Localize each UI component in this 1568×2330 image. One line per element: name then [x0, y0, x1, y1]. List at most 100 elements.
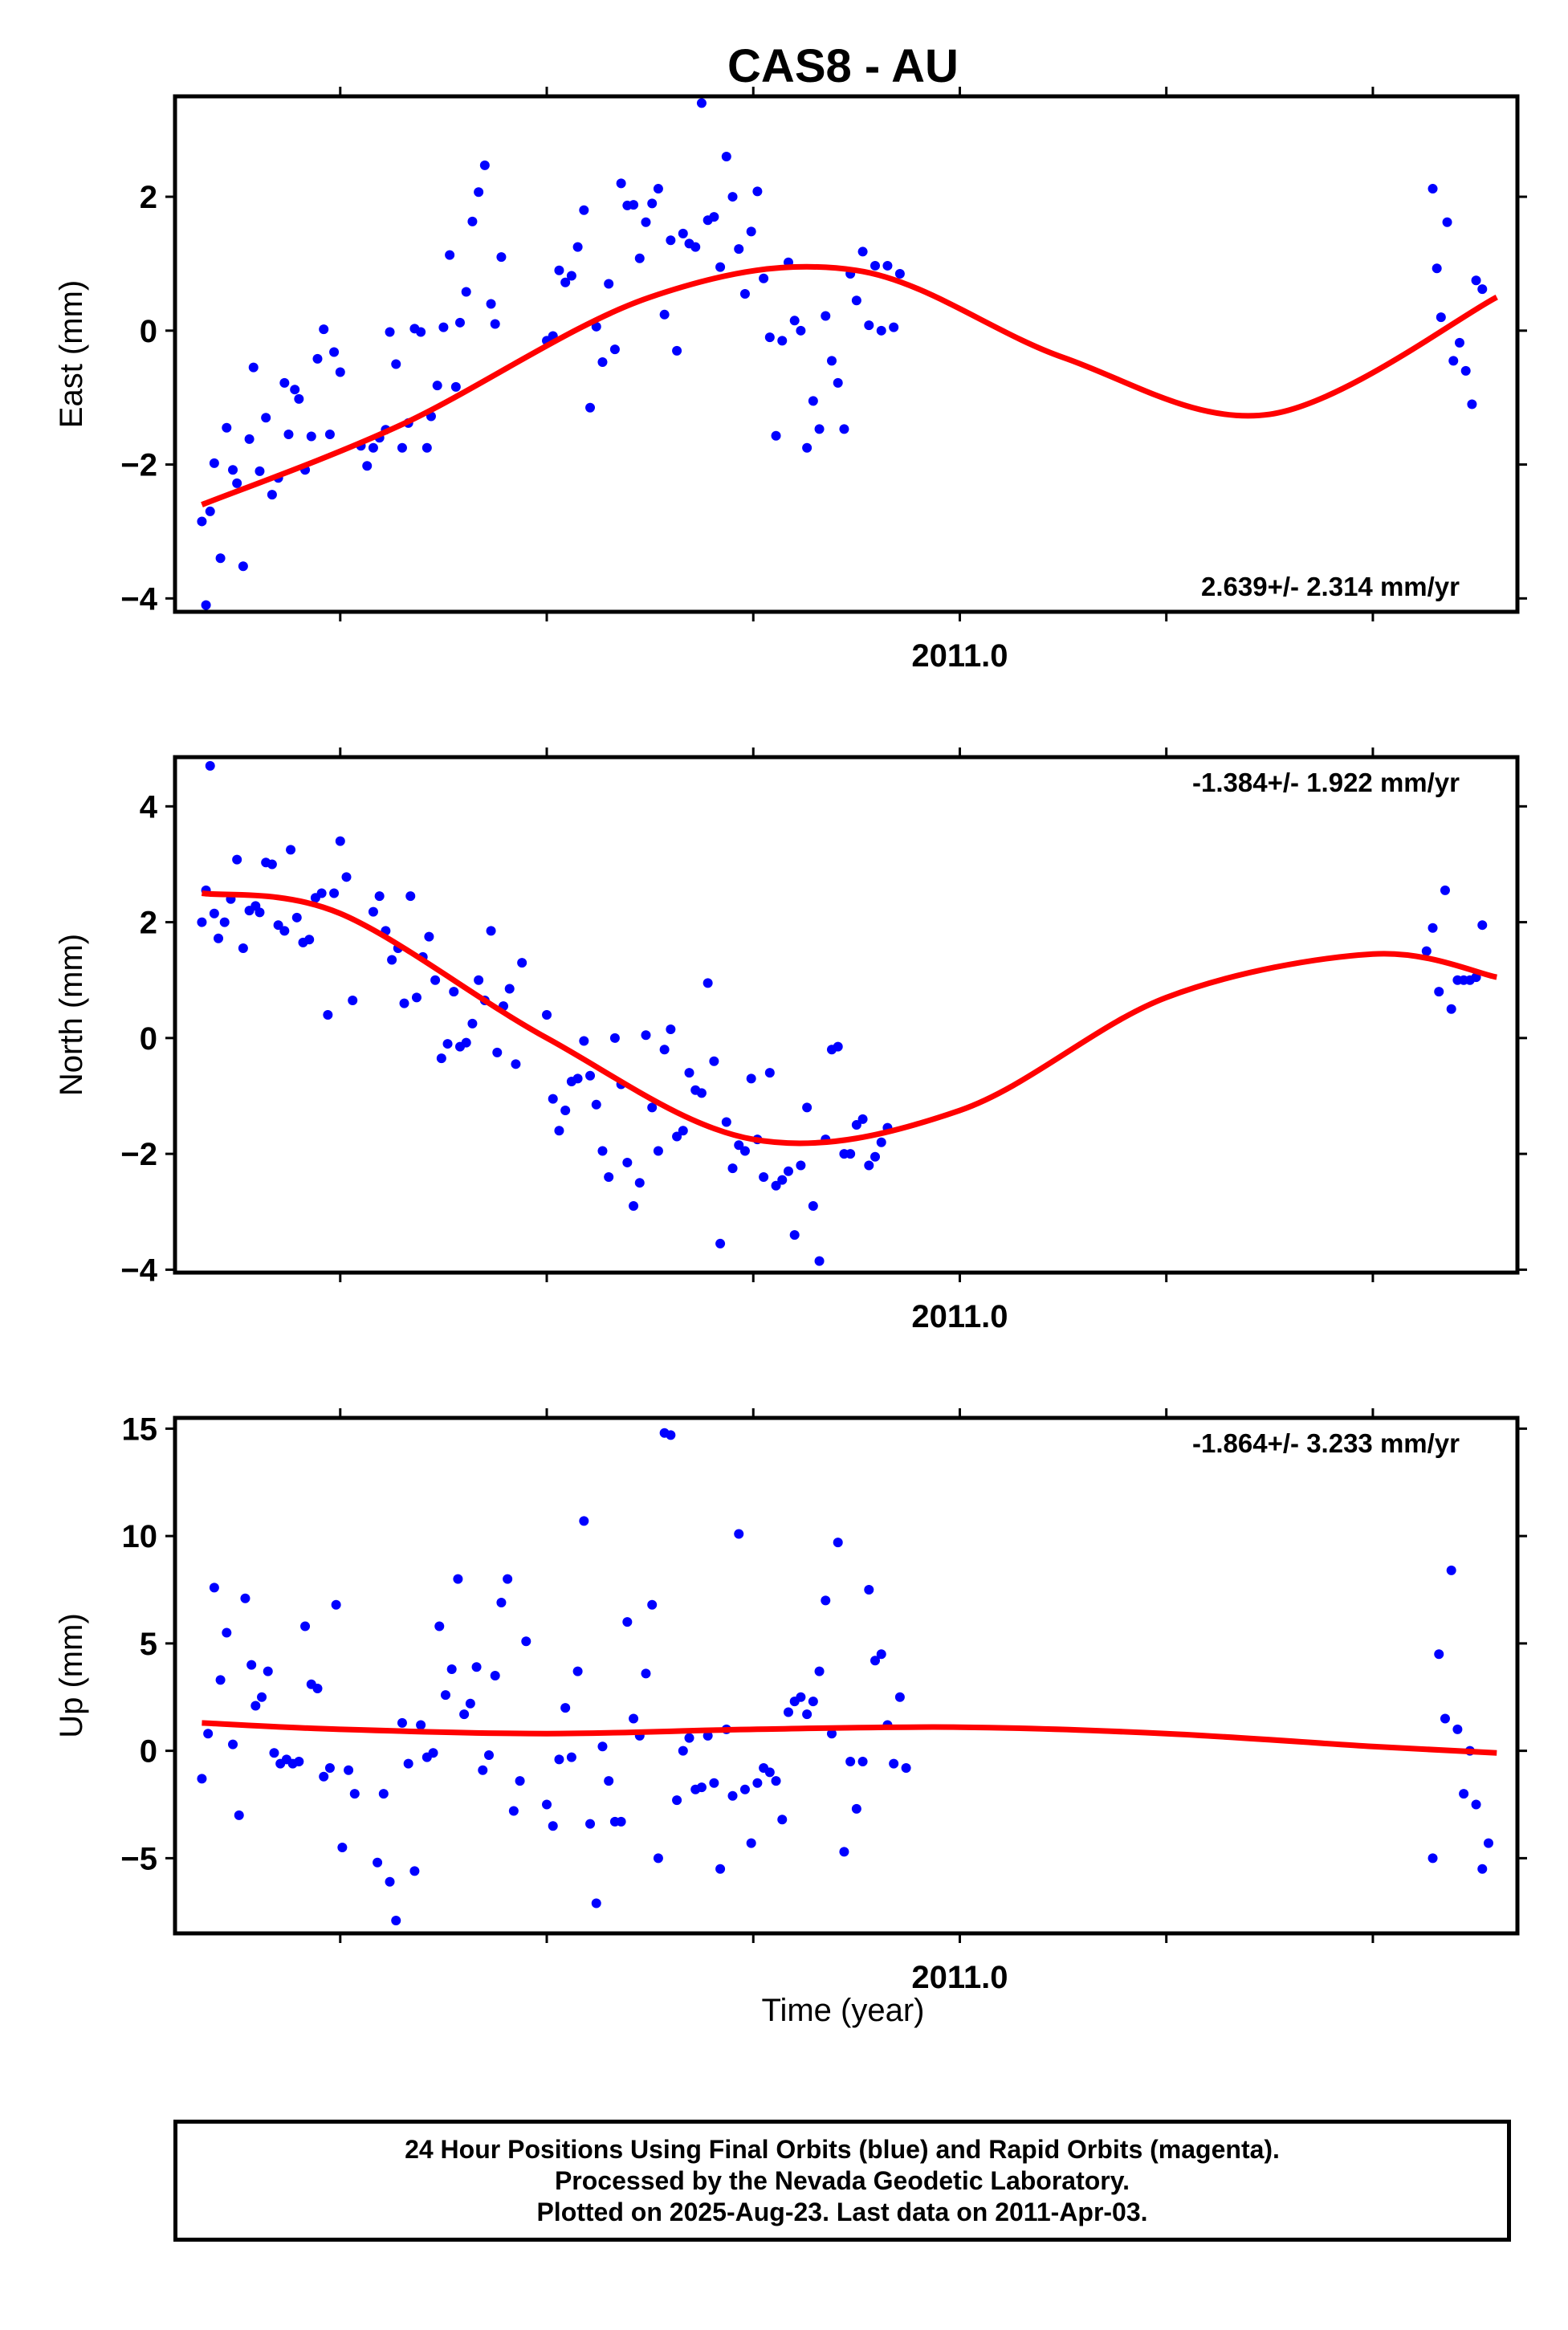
data-point [244, 434, 255, 444]
data-point [814, 1666, 825, 1676]
data-point [616, 178, 626, 189]
data-point [734, 244, 744, 255]
x-tick-label: 2011.0 [911, 1960, 1008, 1995]
data-point [585, 402, 596, 413]
data-point [349, 1789, 360, 1799]
data-point [629, 200, 639, 210]
data-point [1442, 217, 1452, 227]
data-point [857, 1114, 868, 1124]
data-point [374, 891, 385, 902]
data-point [273, 920, 283, 931]
data-point [783, 1166, 793, 1176]
data-point [503, 1574, 513, 1584]
data-point [746, 1838, 756, 1848]
data-point [1467, 399, 1477, 409]
data-point [802, 1102, 813, 1113]
data-point [432, 381, 442, 391]
data-point [796, 1160, 806, 1171]
data-point [727, 192, 738, 202]
data-point [324, 430, 335, 440]
data-point [634, 253, 645, 263]
data-point [521, 1636, 531, 1647]
fit-line [201, 890, 1497, 1147]
y-tick-label: 5 [140, 1627, 157, 1662]
data-point [560, 1106, 571, 1116]
fit-line [202, 1720, 1497, 1756]
data-point [324, 1763, 335, 1774]
data-point [385, 327, 395, 337]
data-point [319, 324, 329, 335]
data-point [889, 1758, 899, 1769]
data-point [851, 1803, 861, 1814]
data-point [604, 1776, 614, 1786]
data-point [430, 975, 441, 985]
data-point [238, 943, 248, 954]
data-point [1427, 923, 1438, 933]
data-point [653, 1853, 663, 1864]
data-point [335, 836, 345, 846]
data-point [368, 906, 378, 917]
data-point [1452, 1724, 1463, 1734]
data-point [461, 287, 471, 297]
data-point [845, 1149, 856, 1159]
data-point [238, 561, 248, 572]
plot-frame [173, 94, 1520, 614]
data-point [739, 1146, 750, 1156]
data-point [228, 465, 238, 475]
data-point [248, 362, 259, 373]
data-point [286, 845, 296, 855]
data-point [362, 461, 373, 471]
data-point [696, 1088, 707, 1098]
data-point [440, 1690, 450, 1701]
data-point [889, 322, 899, 332]
rate-label: -1.384+/- 1.922 mm/yr [1192, 768, 1460, 797]
y-axis-label: East (mm) [54, 280, 89, 428]
data-point [269, 1748, 279, 1758]
data-point [205, 760, 215, 771]
y-axis-label: Up (mm) [54, 1613, 89, 1738]
data-point [267, 490, 277, 500]
data-point [279, 377, 290, 388]
data-point [802, 1709, 813, 1720]
data-point [839, 424, 849, 434]
data-point [870, 1656, 881, 1666]
data-point [1471, 275, 1481, 286]
data-point [290, 385, 300, 395]
data-point [250, 1701, 261, 1711]
data-point [517, 958, 527, 968]
data-point [684, 1733, 694, 1743]
data-point [703, 1730, 713, 1741]
data-point [604, 279, 614, 289]
data-point [279, 926, 290, 936]
data-point [771, 430, 781, 441]
footer-line-3: Plotted on 2025-Aug-23. Last data on 201… [536, 2197, 1148, 2226]
data-point [465, 1698, 475, 1709]
data-point [453, 1574, 463, 1584]
data-point [591, 321, 601, 332]
data-point [504, 984, 515, 994]
data-point [734, 1140, 744, 1151]
data-point [219, 917, 230, 927]
data-point [672, 1795, 682, 1806]
data-point [894, 1692, 905, 1702]
data-point [566, 1752, 576, 1762]
data-point [479, 160, 490, 170]
data-point [319, 1771, 329, 1782]
footer-box: 24 Hour Positions Using Final Orbits (bl… [173, 2120, 1511, 2242]
data-point [647, 1102, 658, 1113]
data-point [777, 1815, 788, 1825]
data-point [572, 1073, 583, 1084]
data-point [222, 422, 232, 433]
data-point [672, 345, 682, 356]
data-point [634, 1178, 645, 1188]
data-point [821, 311, 831, 321]
data-point [771, 1180, 781, 1191]
data-point [416, 327, 426, 337]
data-point [802, 442, 813, 453]
data-points [197, 760, 1488, 1266]
data-point [450, 381, 461, 392]
data-point [771, 1776, 781, 1786]
data-point [209, 458, 219, 468]
data-point [727, 1790, 738, 1801]
data-point [622, 1617, 633, 1627]
